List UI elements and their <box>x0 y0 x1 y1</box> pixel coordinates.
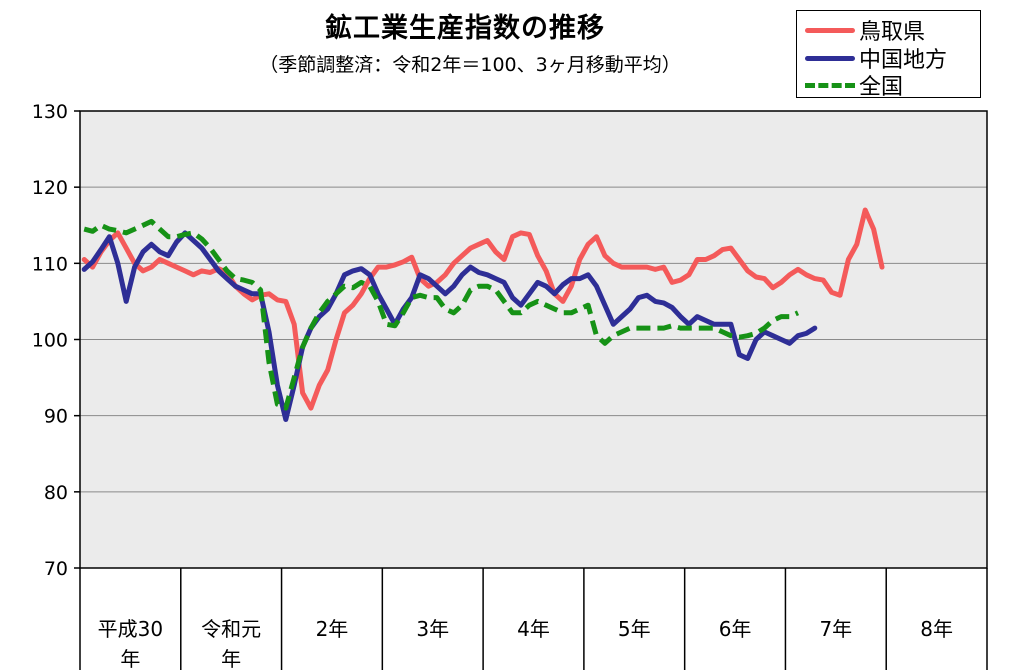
y-tick-label: 90 <box>44 406 68 428</box>
x-category-label: 6年 <box>719 617 752 641</box>
x-category-label: 8年 <box>920 617 953 641</box>
series-line-zenkoku <box>83 218 800 411</box>
legend: 鳥取県 中国地方 全国 <box>796 10 981 100</box>
legend-item-chugoku: 中国地方 <box>803 43 981 73</box>
y-tick-label: 120 <box>32 177 68 199</box>
plot-border <box>79 110 988 569</box>
y-tick-label: 110 <box>32 253 68 275</box>
x-category-label: 令和元 <box>201 617 261 641</box>
x-category-label: 2年 <box>316 617 349 641</box>
legend-label-chugoku: 中国地方 <box>859 48 948 73</box>
legend-swatch-zenkoku <box>805 83 855 88</box>
legend-swatch-chugoku <box>805 56 855 61</box>
x-category-label: 年 <box>221 647 241 670</box>
y-tick-label: 130 <box>32 101 68 123</box>
y-tick-label: 80 <box>44 482 68 504</box>
y-tick-label: 100 <box>32 330 68 352</box>
legend-label-tottori: 鳥取県 <box>859 20 926 45</box>
legend-label-zenkoku: 全国 <box>859 75 904 100</box>
x-category-label: 3年 <box>416 617 449 641</box>
y-tick-label: 70 <box>44 558 68 580</box>
series-line-chugoku <box>81 230 818 422</box>
x-category-label: 年 <box>120 647 140 670</box>
x-category-label: 平成30 <box>98 617 163 641</box>
chart-subtitle: （季節調整済：令和2年＝100、3ヶ月移動平均） <box>259 54 681 76</box>
x-category-label: 4年 <box>517 617 550 641</box>
chart-title: 鉱工業生産指数の推移 <box>325 13 605 44</box>
legend-swatch-tottori <box>805 28 855 33</box>
legend-item-tottori: 鳥取県 <box>803 15 981 45</box>
x-category-label: 5年 <box>618 617 651 641</box>
legend-item-zenkoku: 全国 <box>803 70 981 100</box>
x-category-label: 7年 <box>819 617 852 641</box>
